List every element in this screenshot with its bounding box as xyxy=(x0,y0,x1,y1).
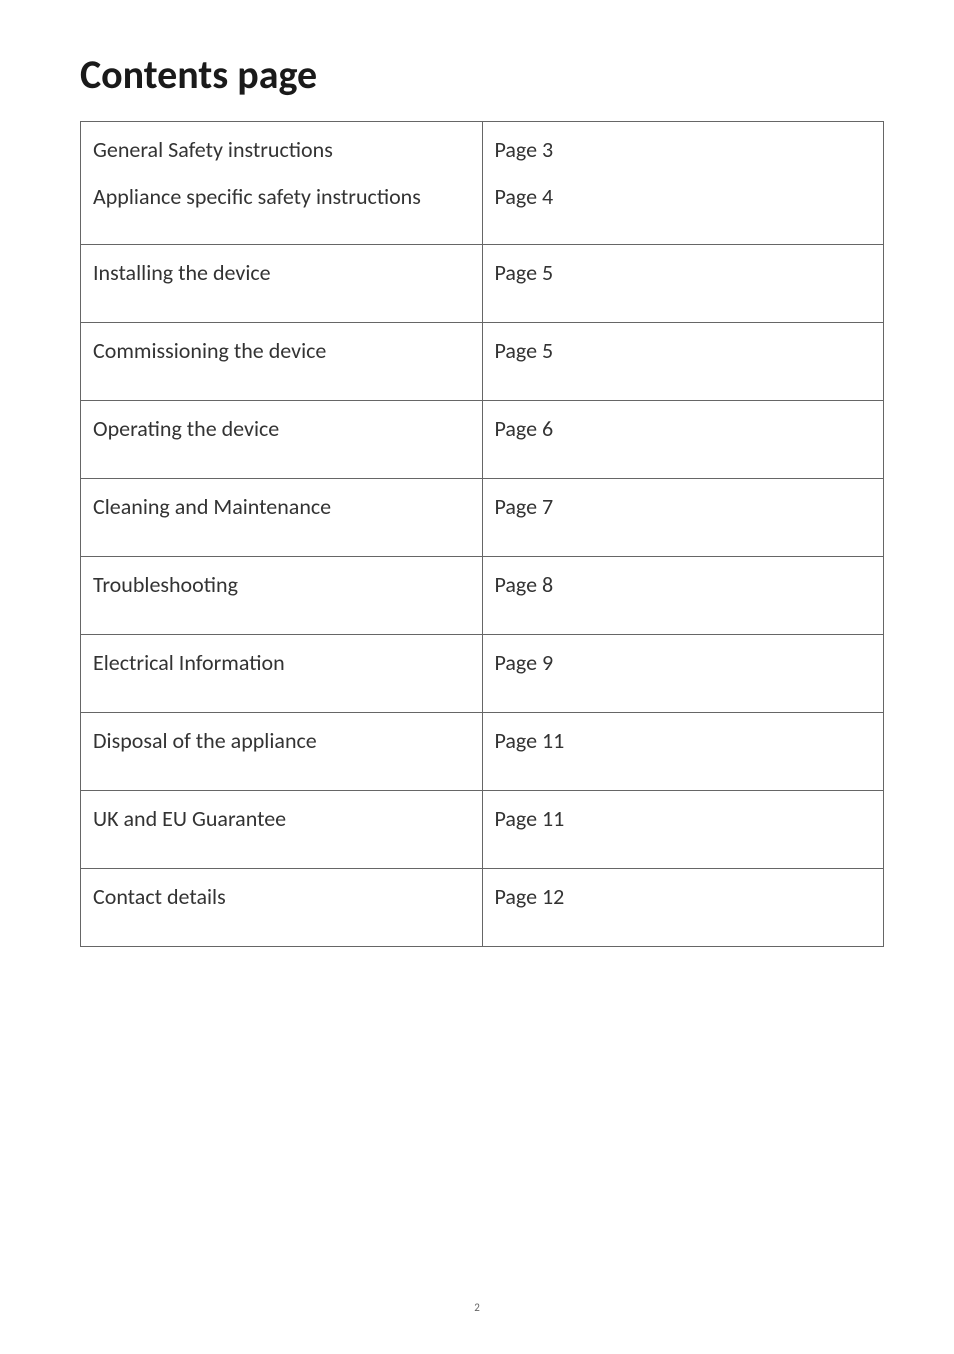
topic-cell: Installing the device xyxy=(81,245,483,323)
table-row: Disposal of the appliance Page 11 xyxy=(81,713,884,791)
page-ref-cell: Page 3 Page 4 xyxy=(482,122,884,245)
topic-cell: Cleaning and Maintenance xyxy=(81,479,483,557)
table-row: Commissioning the device Page 5 xyxy=(81,323,884,401)
topic-cell: General Safety instructions Appliance sp… xyxy=(81,122,483,245)
contents-table: General Safety instructions Appliance sp… xyxy=(80,121,884,947)
page-ref-text: Page 3 xyxy=(495,136,872,163)
topic-cell: Electrical Information xyxy=(81,635,483,713)
table-row: Operating the device Page 6 xyxy=(81,401,884,479)
table-row: Contact details Page 12 xyxy=(81,869,884,947)
topic-cell: Contact details xyxy=(81,869,483,947)
table-row: General Safety instructions Appliance sp… xyxy=(81,122,884,245)
topic-cell: Commissioning the device xyxy=(81,323,483,401)
table-row: Troubleshooting Page 8 xyxy=(81,557,884,635)
page-ref-cell: Page 7 xyxy=(482,479,884,557)
topic-cell: Disposal of the appliance xyxy=(81,713,483,791)
topic-cell: UK and EU Guarantee xyxy=(81,791,483,869)
topic-text: General Safety instructions xyxy=(93,136,470,163)
page-ref-cell: Page 5 xyxy=(482,323,884,401)
table-row: Cleaning and Maintenance Page 7 xyxy=(81,479,884,557)
page-ref-cell: Page 11 xyxy=(482,791,884,869)
page-ref-text: Page 4 xyxy=(495,183,872,210)
topic-cell: Troubleshooting xyxy=(81,557,483,635)
page-ref-cell: Page 12 xyxy=(482,869,884,947)
page-ref-cell: Page 6 xyxy=(482,401,884,479)
page-ref-cell: Page 8 xyxy=(482,557,884,635)
page-title: Contents page xyxy=(80,50,884,99)
page-ref-cell: Page 5 xyxy=(482,245,884,323)
page-ref-cell: Page 11 xyxy=(482,713,884,791)
page-number: 2 xyxy=(0,1301,954,1314)
table-row: UK and EU Guarantee Page 11 xyxy=(81,791,884,869)
topic-cell: Operating the device xyxy=(81,401,483,479)
table-row: Electrical Information Page 9 xyxy=(81,635,884,713)
page-ref-cell: Page 9 xyxy=(482,635,884,713)
document-page: Contents page General Safety instruction… xyxy=(0,0,954,947)
topic-text: Appliance specific safety instructions xyxy=(93,183,470,210)
table-row: Installing the device Page 5 xyxy=(81,245,884,323)
